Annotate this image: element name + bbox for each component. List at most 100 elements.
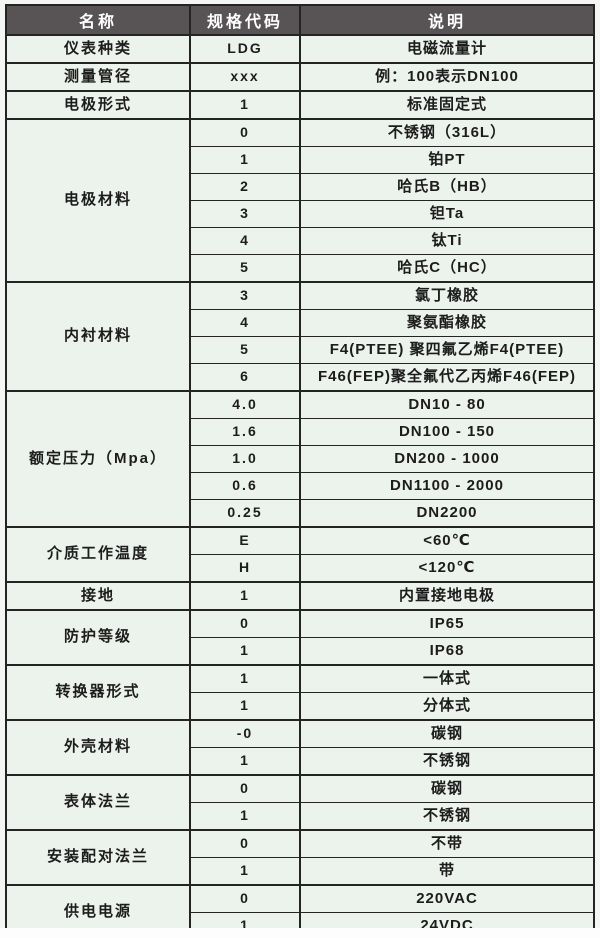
spec-code-cell: LDG bbox=[189, 34, 301, 64]
spec-description-cell: 碳钢 bbox=[299, 719, 595, 748]
spec-description-cell: 碳钢 bbox=[299, 774, 595, 803]
spec-description-cell: 不锈钢 bbox=[299, 802, 595, 831]
spec-description-cell: 220VAC bbox=[299, 884, 595, 913]
spec-name-cell: 测量管径 bbox=[5, 62, 191, 92]
table-row: 4 聚氨酯橡胶 bbox=[6, 309, 595, 337]
spec-code-cell: 1 bbox=[189, 637, 301, 666]
spec-description-cell: 不带 bbox=[299, 829, 595, 858]
spec-code-cell: 1 bbox=[189, 747, 301, 776]
spec-description-cell: 钽Ta bbox=[299, 200, 595, 228]
table-row: 转换器形式 1 一体式 bbox=[5, 664, 595, 721]
spec-description-cell: DN200 - 1000 bbox=[299, 445, 595, 473]
spec-name-cell: 外壳材料 bbox=[5, 719, 191, 776]
spec-code-cell: 1 bbox=[189, 857, 301, 886]
spec-code-cell: 6 bbox=[189, 363, 301, 392]
spec-table-body: 仪表种类 LDG 电磁流量计 测量管径 xxx 例：100表示DN100 电极形式 1 标准固定… bbox=[5, 34, 595, 938]
spec-code-cell: 3 bbox=[189, 200, 301, 228]
table-row: H <120℃ bbox=[6, 554, 595, 583]
spec-description-cell: IP68 bbox=[299, 637, 595, 666]
spec-description-cell: 内置接地电极 bbox=[299, 581, 595, 611]
table-row: 防护等级 0 IP65 bbox=[5, 609, 595, 666]
spec-code-cell: 0.25 bbox=[189, 499, 301, 528]
spec-code-cell: 0.6 bbox=[189, 472, 301, 500]
spec-name-cell: 安装配对法兰 bbox=[5, 829, 191, 886]
header-row: 名称 规格代码 说明 bbox=[5, 4, 595, 36]
spec-code-cell: 5 bbox=[189, 336, 301, 364]
spec-description-cell: 分体式 bbox=[299, 692, 595, 721]
spec-name-cell: 转换器形式 bbox=[5, 664, 191, 721]
spec-description-cell: 聚氨酯橡胶 bbox=[299, 309, 595, 337]
table-row: 内衬材料 3 氯丁橡胶 bbox=[5, 281, 595, 392]
spec-code-cell: 4 bbox=[189, 227, 301, 255]
spec-code-cell: 0 bbox=[189, 884, 301, 913]
table-row: 电极形式 1 标准固定式 bbox=[5, 90, 595, 120]
spec-description-cell: 一体式 bbox=[299, 664, 595, 693]
header-name: 名称 bbox=[5, 4, 191, 36]
table-row: 1 不锈钢 bbox=[6, 802, 595, 831]
spec-name-cell: 接地 bbox=[5, 581, 191, 611]
table-row: 介质工作温度 E <60℃ bbox=[5, 526, 595, 583]
spec-code-cell: 1 bbox=[189, 581, 301, 611]
spec-code-cell: 1 bbox=[189, 664, 301, 693]
spec-description-cell: DN2200 bbox=[299, 499, 595, 528]
spec-description-cell: 不锈钢（316L） bbox=[299, 118, 595, 147]
spec-description-cell: 钛Ti bbox=[299, 227, 595, 255]
spec-description-cell: <120℃ bbox=[299, 554, 595, 583]
bottom-margin bbox=[0, 928, 600, 938]
table-row: 3 钽Ta bbox=[6, 200, 595, 228]
spec-name-cell: 介质工作温度 bbox=[5, 526, 191, 583]
spec-name-cell: 额定压力（Mpa） bbox=[5, 390, 191, 528]
table-row: 5 哈氏C（HC） bbox=[6, 254, 595, 283]
spec-code-cell: H bbox=[189, 554, 301, 583]
spec-name-cell: 防护等级 bbox=[5, 609, 191, 666]
spec-description-cell: DN100 - 150 bbox=[299, 418, 595, 446]
spec-description-cell: <60℃ bbox=[299, 526, 595, 555]
spec-description-cell: F4(PTEE) 聚四氟乙烯F4(PTEE) bbox=[299, 336, 595, 364]
spec-code-cell: 1 bbox=[189, 802, 301, 831]
spec-name-cell: 电极形式 bbox=[5, 90, 191, 120]
spec-description-cell: 哈氏B（HB） bbox=[299, 173, 595, 201]
table-row: 外壳材料 -0 碳钢 bbox=[5, 719, 595, 776]
table-row: 0.25 DN2200 bbox=[6, 499, 595, 528]
spec-code-cell: 3 bbox=[189, 281, 301, 310]
spec-description-cell: F46(FEP)聚全氟代乙丙烯F46(FEP) bbox=[299, 363, 595, 392]
spec-code-cell: 1.6 bbox=[189, 418, 301, 446]
table-header: 名称 规格代码 说明 bbox=[5, 4, 595, 36]
spec-description-cell: 例：100表示DN100 bbox=[299, 62, 595, 92]
table-row: 测量管径 xxx 例：100表示DN100 bbox=[5, 62, 595, 92]
spec-code-cell: 0 bbox=[189, 829, 301, 858]
table-row: 额定压力（Mpa） 4.0 DN10 - 80 bbox=[5, 390, 595, 528]
table-row: 2 哈氏B（HB） bbox=[6, 173, 595, 201]
table-row: 6 F46(FEP)聚全氟代乙丙烯F46(FEP) bbox=[6, 363, 595, 392]
spec-description-cell: 电磁流量计 bbox=[299, 34, 595, 64]
spec-code-cell: 0 bbox=[189, 609, 301, 638]
spec-code-cell: 1 bbox=[189, 692, 301, 721]
table-row: 供电电源 0 220VAC bbox=[5, 884, 595, 938]
table-row: 4 钛Ti bbox=[6, 227, 595, 255]
spec-code-cell: 5 bbox=[189, 254, 301, 283]
table-row: 1 不锈钢 bbox=[6, 747, 595, 776]
spec-description-cell: DN1100 - 2000 bbox=[299, 472, 595, 500]
spec-name-cell: 表体法兰 bbox=[5, 774, 191, 831]
spec-code-cell: 1 bbox=[189, 146, 301, 174]
header-description: 说明 bbox=[299, 4, 595, 36]
table-row: 电极材料 0 不锈钢（316L） bbox=[5, 118, 595, 283]
spec-description-cell: IP65 bbox=[299, 609, 595, 638]
spec-code-cell: 4 bbox=[189, 309, 301, 337]
spec-code-cell: -0 bbox=[189, 719, 301, 748]
table-row: 表体法兰 0 碳钢 bbox=[5, 774, 595, 831]
spec-code-cell: E bbox=[189, 526, 301, 555]
spec-description-cell: 标准固定式 bbox=[299, 90, 595, 120]
spec-code-cell: 4.0 bbox=[189, 390, 301, 419]
spec-description-cell: 氯丁橡胶 bbox=[299, 281, 595, 310]
spec-code-cell: 1 bbox=[189, 90, 301, 120]
spec-description-cell: 铂PT bbox=[299, 146, 595, 174]
table-row: 仪表种类 LDG 电磁流量计 bbox=[5, 34, 595, 64]
spec-code-table: 名称 规格代码 说明 仪表种类 LDG 电磁流量计 测量管径 xxx 例：100表示DN1… bbox=[5, 4, 595, 938]
spec-code-cell: 1.0 bbox=[189, 445, 301, 473]
spec-description-cell: 带 bbox=[299, 857, 595, 886]
spec-code-cell: 0 bbox=[189, 774, 301, 803]
spec-description-cell: 不锈钢 bbox=[299, 747, 595, 776]
